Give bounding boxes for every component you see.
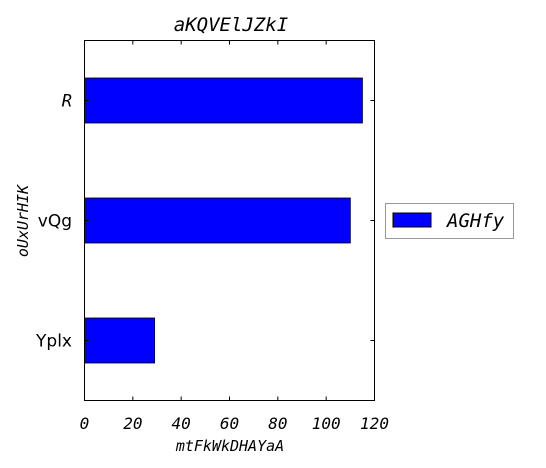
x-tick-label: 20 (123, 414, 142, 433)
legend-swatch (392, 212, 432, 228)
y-tick-label: R (62, 92, 72, 112)
bar-vQg (84, 197, 351, 244)
chart-title: aKQVElJZkI (174, 14, 288, 36)
y-tick-label: Yplx (35, 332, 72, 352)
x-tick-label: 120 (360, 414, 389, 433)
x-tick-label: 60 (220, 414, 239, 433)
x-tick-label: 0 (80, 414, 90, 433)
y-tick-label: vQg (38, 212, 72, 232)
x-tick-label: 40 (172, 414, 191, 433)
bar-R (84, 77, 363, 124)
x-axis-ticks: 0 20 40 60 80 100 120 (80, 40, 389, 433)
x-tick-label: 80 (268, 414, 287, 433)
legend-box (385, 203, 514, 239)
x-tick-label: 100 (312, 414, 341, 433)
y-axis-label: oUxUrHIK (14, 184, 32, 257)
x-axis-label: mtFkWkDHAYaA (175, 437, 284, 455)
legend: AGHfy (385, 203, 514, 239)
bars-group (84, 77, 363, 364)
legend-label: AGHfy (446, 210, 505, 232)
bar-Yplx (84, 317, 155, 364)
